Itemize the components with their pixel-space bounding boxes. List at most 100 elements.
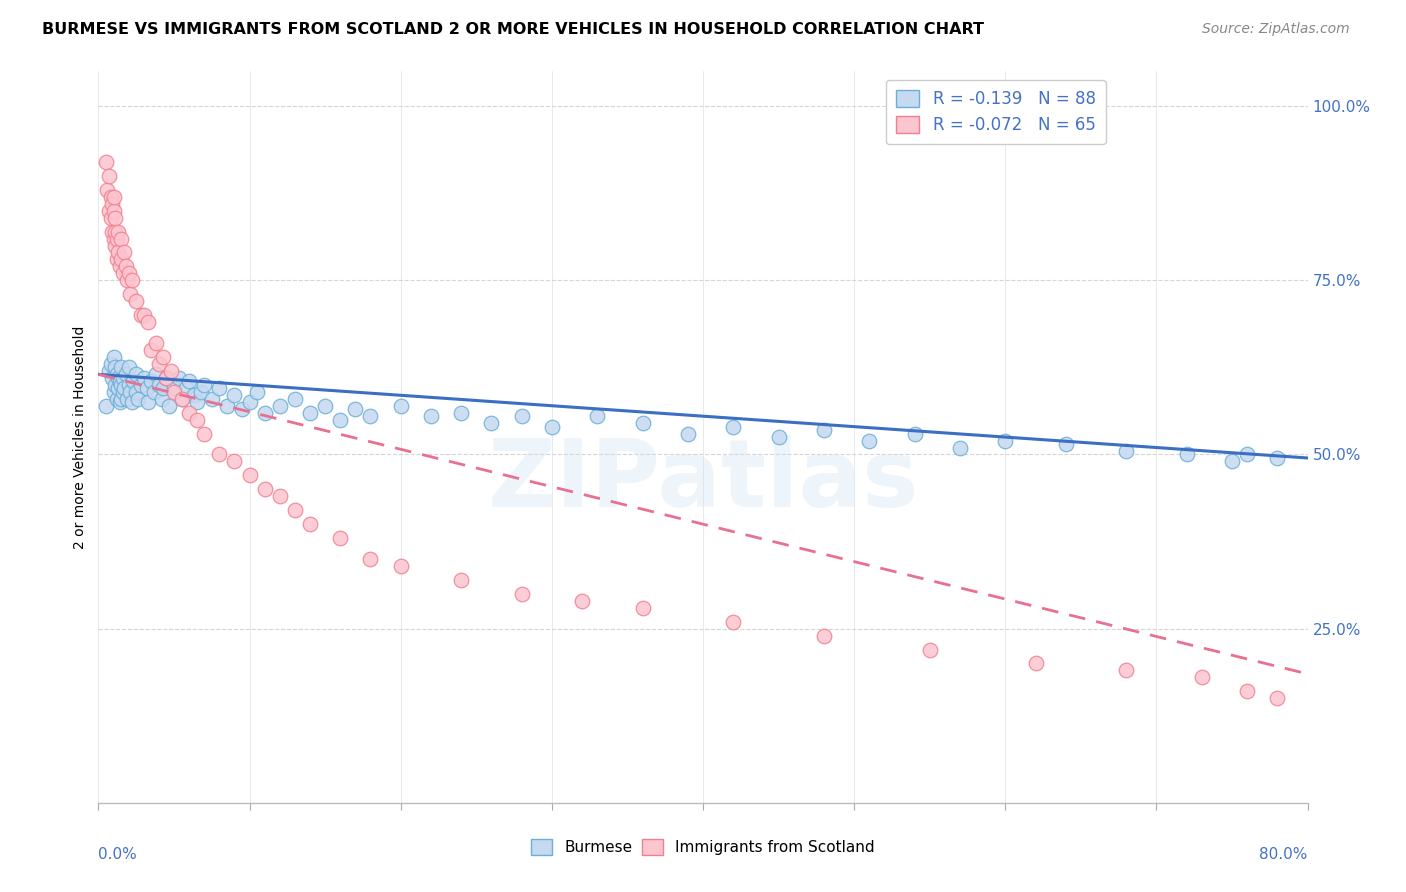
Point (121, 395, 143, 409)
Point (118, 377, 141, 392)
Point (141, 375, 163, 389)
Point (118, 266, 141, 280)
Point (110, 231, 132, 245)
Point (104, 238, 127, 252)
Point (94, 399, 117, 413)
Point (108, 395, 131, 409)
Point (103, 203, 125, 218)
Point (510, 409, 533, 424)
Point (1267, 691, 1289, 706)
Point (586, 409, 609, 424)
Point (155, 371, 177, 385)
Point (183, 388, 205, 402)
Point (143, 384, 166, 399)
Point (159, 399, 181, 413)
Point (108, 375, 131, 389)
Point (904, 426, 927, 441)
Point (224, 454, 246, 468)
Point (450, 406, 472, 420)
Point (1236, 448, 1258, 462)
Point (329, 412, 352, 426)
Point (1054, 437, 1077, 451)
Point (127, 392, 149, 406)
Point (193, 377, 215, 392)
Point (103, 190, 125, 204)
Point (105, 368, 128, 382)
Point (253, 406, 276, 420)
Point (239, 395, 262, 409)
Point (111, 384, 134, 399)
Point (299, 517, 322, 532)
Point (284, 503, 307, 517)
Text: 0.0%: 0.0% (98, 847, 138, 862)
Point (284, 392, 307, 406)
Point (114, 368, 136, 382)
Point (125, 368, 148, 382)
Point (1024, 657, 1046, 671)
Point (239, 468, 262, 483)
Point (101, 371, 124, 385)
Point (1115, 664, 1137, 678)
Point (104, 211, 127, 225)
Point (813, 629, 835, 643)
Point (768, 430, 790, 444)
Point (112, 381, 135, 395)
Point (163, 381, 186, 395)
Point (111, 371, 134, 385)
Point (132, 308, 155, 322)
Point (98, 364, 121, 378)
Point (155, 371, 177, 385)
Point (420, 409, 443, 424)
Point (105, 231, 128, 245)
Point (167, 371, 190, 385)
Point (389, 558, 412, 573)
Point (994, 434, 1017, 448)
Point (450, 573, 472, 587)
Point (723, 615, 745, 629)
Point (1191, 670, 1213, 684)
Point (104, 360, 127, 375)
Point (98, 169, 121, 183)
Point (1267, 450, 1289, 465)
Point (949, 441, 972, 455)
Point (120, 287, 142, 301)
Point (121, 273, 143, 287)
Point (170, 392, 193, 406)
Point (269, 489, 291, 503)
Point (246, 384, 269, 399)
Point (107, 381, 129, 395)
Point (813, 423, 835, 437)
Point (631, 416, 654, 430)
Point (135, 381, 157, 395)
Point (115, 392, 138, 406)
Point (150, 392, 173, 406)
Point (110, 377, 132, 392)
Point (94, 155, 117, 169)
Point (1220, 454, 1243, 468)
Point (344, 402, 367, 417)
Point (1236, 684, 1258, 698)
Point (111, 266, 134, 280)
Point (253, 483, 276, 497)
Point (112, 245, 135, 260)
Point (918, 642, 941, 657)
Point (110, 392, 132, 406)
Point (148, 377, 170, 392)
Point (1115, 444, 1137, 458)
Point (125, 384, 148, 399)
Point (186, 395, 208, 409)
Point (170, 392, 193, 406)
Point (360, 409, 382, 424)
Point (571, 594, 593, 608)
Point (510, 587, 533, 601)
Point (98, 203, 121, 218)
Point (107, 371, 129, 385)
Point (179, 406, 201, 420)
Point (540, 419, 562, 434)
Legend: Burmese, Immigrants from Scotland: Burmese, Immigrants from Scotland (524, 833, 882, 861)
Point (101, 225, 124, 239)
Point (148, 357, 170, 371)
Point (145, 368, 167, 382)
Point (100, 357, 122, 371)
Point (208, 381, 231, 395)
